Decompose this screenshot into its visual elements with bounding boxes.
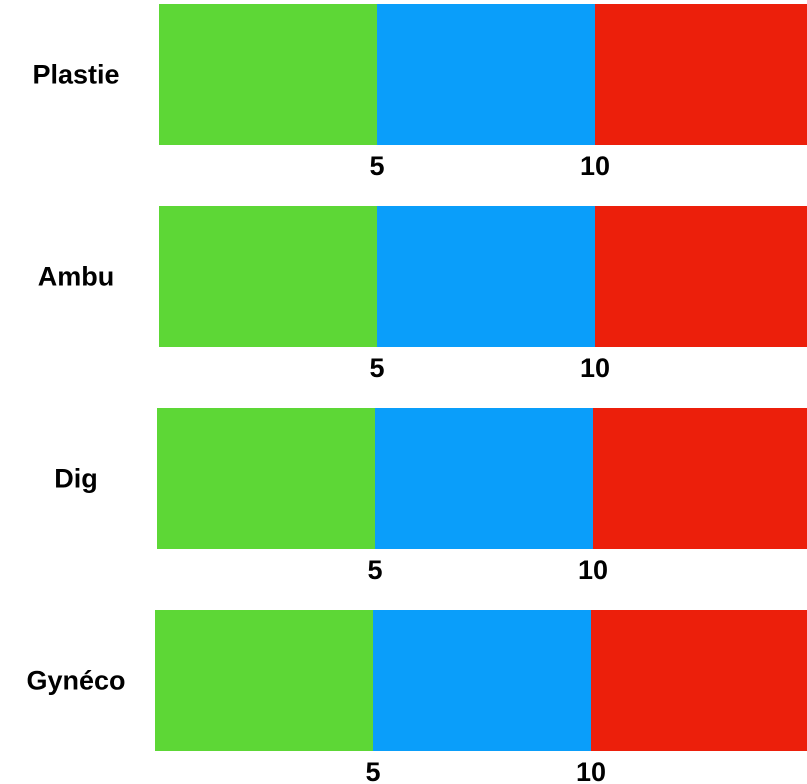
tick-label: 10 [578, 555, 608, 585]
category-label: Dig [54, 464, 98, 494]
chart-row: Dig 5 10 [54, 408, 807, 585]
tick-label: 5 [369, 151, 384, 181]
bar-segment [591, 610, 807, 751]
bar-segment [159, 4, 377, 145]
category-label: Plastie [32, 60, 119, 90]
bar-segment [595, 206, 807, 347]
category-label: Ambu [38, 262, 115, 292]
tick-label: 10 [580, 353, 610, 383]
bar-segment [157, 408, 375, 549]
tick-label: 10 [580, 151, 610, 181]
tick-label: 5 [369, 353, 384, 383]
bar-segment [375, 408, 593, 549]
tick-label: 5 [367, 555, 382, 585]
chart-row: Gynéco 5 10 [26, 610, 807, 784]
bar-segment [377, 4, 595, 145]
chart-row: Ambu 5 10 [38, 206, 807, 383]
bar-segment [593, 408, 807, 549]
bar-segment [155, 610, 373, 751]
bar-segment [377, 206, 595, 347]
category-label: Gynéco [26, 666, 125, 696]
bar-segment [595, 4, 807, 145]
tick-label: 10 [576, 757, 606, 784]
bar-segment [159, 206, 377, 347]
chart-row: Plastie 5 10 [32, 4, 807, 181]
bar-segment [373, 610, 591, 751]
chart-rows: Plastie 5 10 Ambu 5 10 Dig 5 10 Gynéco 5 10 [26, 4, 807, 784]
tick-label: 5 [365, 757, 380, 784]
